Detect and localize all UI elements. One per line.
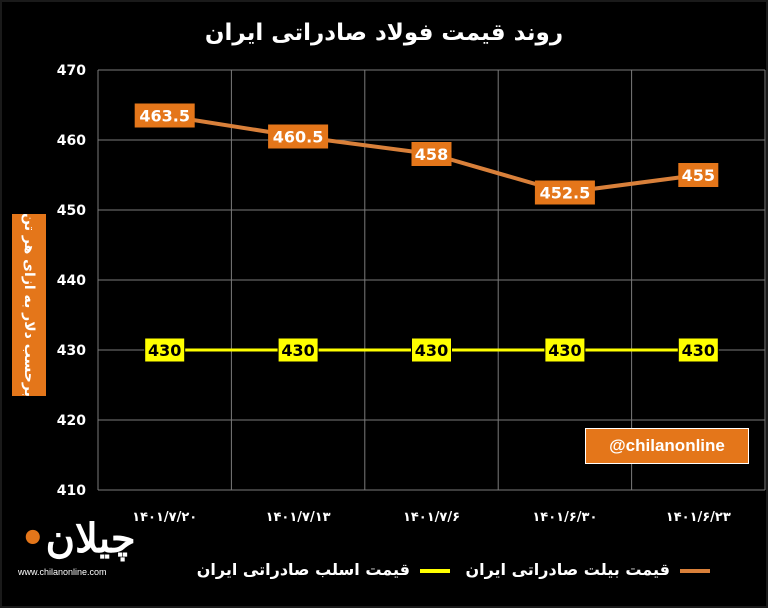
chart-title: روند قیمت فولاد صادراتی ایران bbox=[204, 20, 564, 46]
data-label: 463.5 bbox=[139, 107, 190, 126]
data-label-box bbox=[411, 142, 452, 166]
x-tick-label: ۱۴۰۱/۷/۱۳ bbox=[266, 510, 331, 525]
legend-label-billet: قیمت بیلت صادراتی ایران bbox=[465, 560, 670, 579]
data-label-box bbox=[411, 337, 452, 363]
y-tick-label: 410 bbox=[57, 483, 86, 499]
data-label: 455 bbox=[682, 166, 715, 185]
y-tick-label: 430 bbox=[57, 343, 86, 359]
data-label-box bbox=[277, 337, 319, 363]
legend-label-slab: قیمت اسلب صادراتی ایران bbox=[196, 560, 410, 579]
y-tick-label: 440 bbox=[57, 273, 86, 289]
watermark-handle: @chilanonline bbox=[609, 436, 725, 455]
data-label-box bbox=[677, 337, 719, 363]
legend-item-billet: قیمت بیلت صادراتی ایران bbox=[460, 558, 710, 584]
data-label: 430 bbox=[281, 341, 314, 360]
data-label-box bbox=[544, 337, 586, 363]
legend-item-slab: قیمت اسلب صادراتی ایران bbox=[196, 558, 450, 584]
y-tick-label: 460 bbox=[57, 133, 86, 149]
x-tick-label: ۱۴۰۱/۷/۶ bbox=[403, 510, 460, 525]
data-label: 430 bbox=[682, 341, 715, 360]
chilan-logo: چیلان• www.chilanonline.com bbox=[10, 515, 150, 585]
data-label-box bbox=[144, 337, 186, 363]
data-label: 430 bbox=[148, 341, 181, 360]
logo-mark: چیلان• bbox=[20, 515, 138, 562]
y-axis-label: برحسب دلار به ازای هر تن bbox=[21, 213, 37, 397]
y-tick-label: 450 bbox=[57, 203, 86, 219]
data-label-box bbox=[134, 103, 195, 128]
data-label: 458 bbox=[415, 145, 448, 164]
x-tick-label: ۱۴۰۱/۷/۲۰ bbox=[132, 510, 197, 525]
legend-swatch-slab bbox=[420, 569, 450, 573]
x-tick-label: ۱۴۰۱/۶/۲۳ bbox=[666, 510, 731, 525]
data-label-box bbox=[534, 180, 595, 205]
data-label: 430 bbox=[548, 341, 581, 360]
x-tick-label: ۱۴۰۱/۶/۳۰ bbox=[532, 510, 597, 525]
legend-swatch-billet bbox=[680, 569, 710, 573]
y-axis-label-box bbox=[12, 214, 46, 396]
data-label: 430 bbox=[415, 341, 448, 360]
logo-url: www.chilanonline.com bbox=[18, 567, 107, 577]
logo-mark-text: چیلان bbox=[45, 515, 138, 562]
data-label: 460.5 bbox=[273, 128, 324, 147]
data-label-box bbox=[268, 124, 329, 149]
watermark-handle-box: @chilanonline bbox=[585, 428, 749, 464]
y-tick-label: 420 bbox=[57, 413, 86, 429]
data-label: 452.5 bbox=[540, 184, 591, 203]
y-tick-label: 470 bbox=[57, 63, 86, 79]
data-label-box bbox=[678, 163, 719, 187]
